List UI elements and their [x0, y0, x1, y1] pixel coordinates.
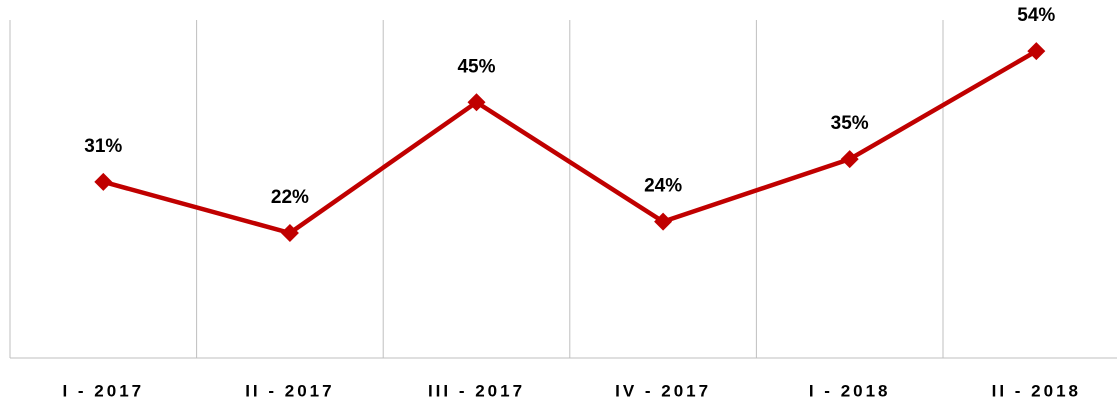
- x-tick-label: II - 2017: [245, 381, 334, 400]
- data-label: 35%: [831, 113, 869, 134]
- x-tick-label: I - 2017: [62, 381, 144, 400]
- data-marker: [1027, 42, 1046, 61]
- data-label: 54%: [1017, 5, 1055, 26]
- x-tick-label: II - 2018: [992, 381, 1081, 400]
- x-tick-label: IV - 2017: [615, 381, 711, 400]
- data-label: 45%: [457, 56, 495, 77]
- data-label: 22%: [271, 187, 309, 208]
- data-marker: [467, 93, 486, 112]
- x-tick-label: I - 2018: [809, 381, 891, 400]
- data-marker: [840, 150, 859, 169]
- data-marker: [280, 223, 299, 242]
- x-tick-label: III - 2017: [428, 381, 525, 400]
- data-label: 24%: [644, 176, 682, 197]
- data-marker: [94, 172, 113, 191]
- data-marker: [654, 212, 673, 231]
- data-label: 31%: [84, 136, 122, 157]
- data-line: [102, 49, 1038, 236]
